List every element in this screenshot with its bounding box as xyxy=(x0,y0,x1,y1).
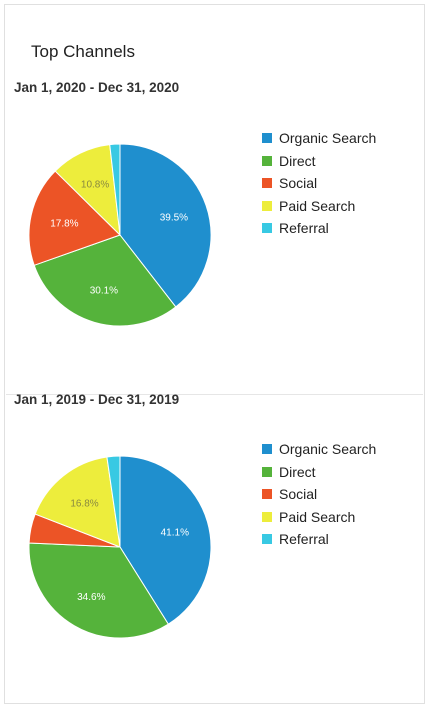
pie-slice-referral[interactable] xyxy=(106,455,121,548)
legend-swatch xyxy=(262,511,272,522)
pie-chart-2019: 41.1% 34.6% 16.8% xyxy=(28,455,212,639)
pie-slice-direct[interactable] xyxy=(33,234,177,327)
legend-item-paid-search[interactable]: Paid Search xyxy=(262,195,376,218)
legend-item-paid-search[interactable]: Paid Search xyxy=(262,506,376,529)
chart-title-2020: Jan 1, 2020 - Dec 31, 2020 xyxy=(14,80,180,95)
legend-swatch xyxy=(262,200,272,211)
legend-label: Direct xyxy=(279,152,316,169)
pie-slice-social[interactable] xyxy=(28,170,121,266)
legend-label: Organic Search xyxy=(279,130,377,147)
legend-swatch xyxy=(262,444,272,455)
pie-slice-referral[interactable] xyxy=(109,143,121,236)
slice-label-social: 17.8% xyxy=(50,219,78,230)
legend-2020: Organic Search Direct Social Paid Search Ref… xyxy=(262,127,376,240)
legend-label: Direct xyxy=(279,463,316,480)
pie-slice-direct[interactable] xyxy=(28,542,169,639)
legend-item-referral[interactable]: Referral xyxy=(262,217,376,240)
slice-label-direct: 34.6% xyxy=(77,592,105,603)
slice-label-organic-search: 41.1% xyxy=(161,527,189,538)
legend-item-organic-search[interactable]: Organic Search xyxy=(262,438,376,461)
legend-swatch xyxy=(262,178,272,189)
legend-label: Organic Search xyxy=(279,441,377,458)
legend-item-direct[interactable]: Direct xyxy=(262,150,376,173)
legend-item-social[interactable]: Social xyxy=(262,483,376,506)
pie-chart-2020: 39.5% 30.1% 17.8% 10.8% xyxy=(28,143,212,327)
slice-label-organic-search: 39.5% xyxy=(160,213,188,224)
legend-swatch xyxy=(262,155,272,166)
slice-label-direct: 30.1% xyxy=(90,286,118,297)
legend-swatch xyxy=(262,534,272,545)
chart-title-2019: Jan 1, 2019 - Dec 31, 2019 xyxy=(14,392,180,407)
legend-2019: Organic Search Direct Social Paid Search Ref… xyxy=(262,438,376,551)
slice-label-paid-search: 16.8% xyxy=(70,498,98,509)
slice-label-paid-search: 10.8% xyxy=(81,180,109,191)
legend-label: Social xyxy=(279,486,318,503)
legend-item-referral[interactable]: Referral xyxy=(262,528,376,551)
legend-label: Referral xyxy=(279,220,329,237)
legend-swatch xyxy=(262,133,272,144)
legend-label: Referral xyxy=(279,531,329,548)
panel-title: Top Channels xyxy=(31,42,135,61)
legend-label: Paid Search xyxy=(279,508,356,525)
legend-swatch xyxy=(262,223,272,234)
legend-label: Paid Search xyxy=(279,197,356,214)
legend-label: Social xyxy=(279,175,318,192)
legend-swatch xyxy=(262,466,272,477)
legend-item-direct[interactable]: Direct xyxy=(262,461,376,484)
legend-item-organic-search[interactable]: Organic Search xyxy=(262,127,376,150)
pie-slice-organic-search[interactable] xyxy=(119,143,212,308)
chart-divider xyxy=(6,394,423,395)
legend-item-social[interactable]: Social xyxy=(262,172,376,195)
legend-swatch xyxy=(262,489,272,500)
pie-slice-organic-search[interactable] xyxy=(119,455,212,625)
pie-slice-paid-search[interactable] xyxy=(34,456,121,548)
